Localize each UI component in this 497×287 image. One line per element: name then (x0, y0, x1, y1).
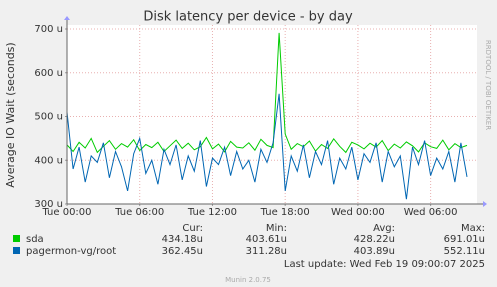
legend-header: Max: (461, 223, 485, 234)
x-tick-label: Wed 00:00 (331, 207, 385, 218)
line-series (66, 32, 468, 154)
legend-value: 362.45u (162, 246, 203, 257)
legend-value: 403.89u (354, 246, 395, 257)
y-tick-label: 300 u (34, 199, 63, 210)
legend-header: Avg: (373, 223, 395, 234)
legend-name: sda (26, 234, 44, 245)
legend-swatch (13, 235, 20, 242)
x-tick-label: Tue 18:00 (260, 207, 310, 218)
legend-value: 434.18u (162, 234, 203, 245)
y-tick-label: 700 u (34, 24, 63, 35)
footer: Munin 2.0.75 (225, 276, 271, 284)
last-update: Last update: Wed Feb 19 09:00:07 2025 (284, 259, 485, 270)
y-axis-arrow (64, 16, 70, 20)
legend-value: 428.22u (354, 234, 395, 245)
watermark: RRDTOOL / TOBI OETIKER (484, 40, 492, 130)
x-tick-label: Tue 12:00 (187, 207, 237, 218)
y-tick-label: 400 u (34, 155, 63, 166)
legend-name: pagermon-vg/root (26, 246, 116, 257)
legend-value: 552.11u (444, 246, 485, 257)
legend-swatch (13, 247, 20, 254)
y-axis-label: Average IO Wait (seconds) (4, 42, 17, 187)
y-tick-label: 500 u (34, 112, 63, 123)
legend-header: Cur: (182, 223, 203, 234)
legend-value: 691.01u (444, 234, 485, 245)
line-series (66, 93, 468, 200)
chart-title: Disk latency per device - by day (143, 10, 353, 25)
x-tick-label: Tue 00:00 (41, 207, 91, 218)
legend-value: 403.61u (246, 234, 287, 245)
legend-value: 311.28u (246, 246, 287, 257)
legend-header: Min: (266, 223, 287, 234)
x-tick-label: Wed 06:00 (404, 207, 458, 218)
x-axis-arrow (483, 201, 487, 207)
plot-area (67, 25, 477, 204)
x-tick-label: Tue 06:00 (114, 207, 164, 218)
y-tick-label: 600 u (34, 68, 63, 79)
